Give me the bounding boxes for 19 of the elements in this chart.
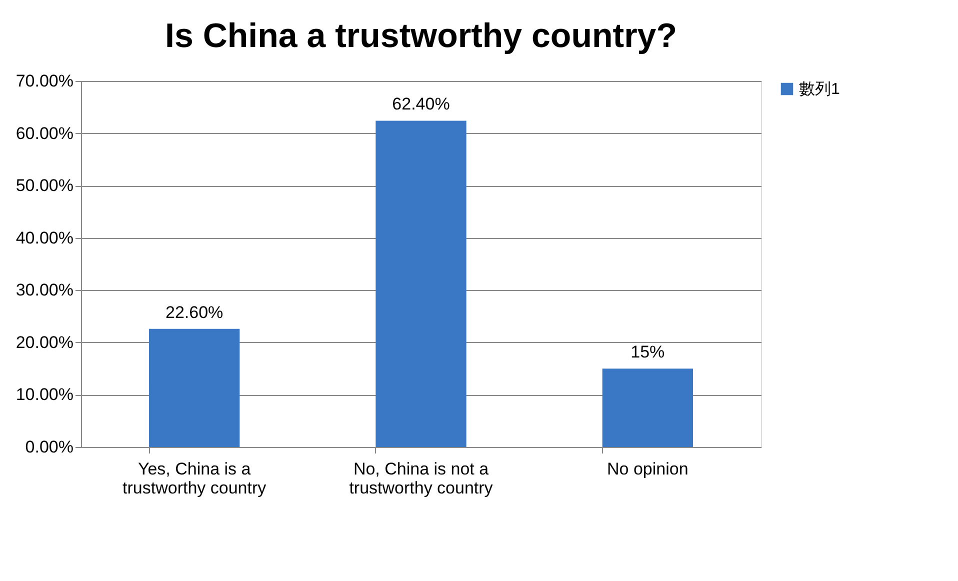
bar	[149, 328, 240, 447]
y-tick-label: 20.00%	[16, 332, 74, 352]
y-tick-label: 0.00%	[25, 438, 74, 456]
bar	[602, 368, 693, 447]
y-tick-label: 60.00%	[16, 124, 74, 143]
y-tick-label: 30.00%	[16, 280, 74, 300]
y-tick-label: 50.00%	[16, 176, 74, 196]
y-tick-label: 10.00%	[16, 385, 74, 404]
y-tick-label: 70.00%	[16, 72, 74, 90]
data-label: 15%	[630, 342, 665, 362]
bar	[376, 120, 466, 447]
y-tick-label: 40.00%	[16, 228, 74, 248]
x-tick-label: No opinion	[607, 460, 688, 478]
x-tick-label: Yes, China is a trustworthy country	[122, 460, 267, 498]
x-tick-label: No, China is not a trustworthy country	[349, 460, 494, 498]
data-label: 22.60%	[165, 302, 224, 322]
legend-label: 數列1	[799, 81, 840, 98]
data-label: 62.40%	[392, 94, 450, 114]
chart-title: Is China a trustworthy country?	[165, 17, 677, 55]
